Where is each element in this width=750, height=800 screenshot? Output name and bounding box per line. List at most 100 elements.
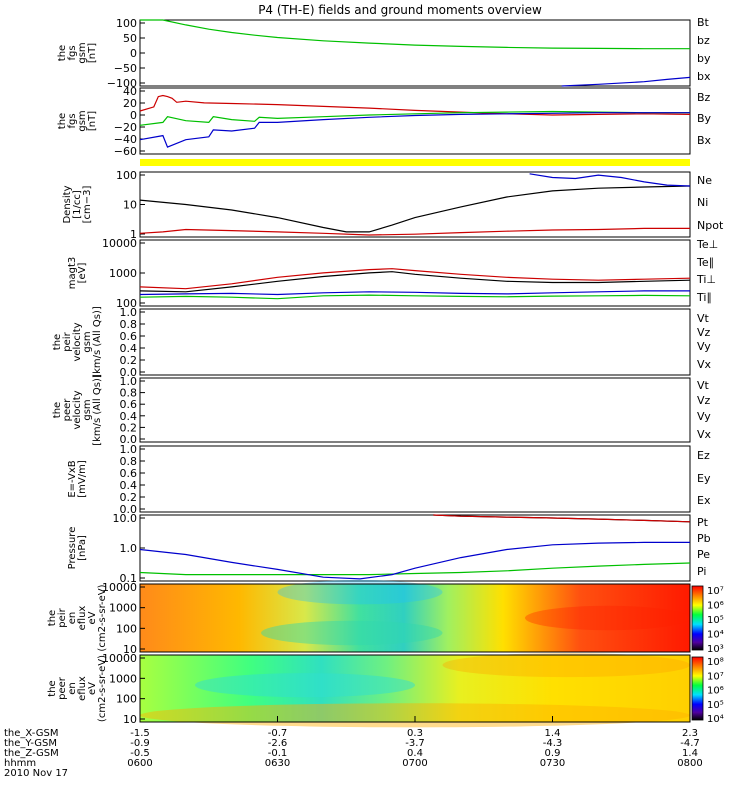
ytick-label: −50 <box>114 62 137 75</box>
ytick-label: 0.0 <box>120 433 138 446</box>
legend-entry: Vy <box>697 410 711 423</box>
colorbar-tick-label: 10⁴ <box>707 630 724 641</box>
legend-entry: Bt <box>697 16 710 29</box>
ytick-label: 10 <box>123 199 137 212</box>
ytick-label: 0 <box>130 47 137 60</box>
ylabel-line: [eV] <box>77 263 88 284</box>
ytick-label: 0.8 <box>120 455 138 468</box>
colorbar-tick-label: 10³ <box>707 644 724 655</box>
panel-p10: 10⁸ 10⁷ 10⁶ 10⁵ 10⁴ 10000 1000 100 10 thepeerenef… <box>47 652 724 728</box>
xaxis-value: -0.5 <box>130 748 150 759</box>
series-line-Bx <box>139 112 690 148</box>
ytick-label: 0.6 <box>120 467 138 480</box>
ylabel-line: en <box>67 612 78 625</box>
xaxis-value: -1.5 <box>130 728 150 739</box>
xaxis-value: -3.7 <box>405 738 425 749</box>
ylabel-line: the <box>47 680 58 696</box>
panel-frame <box>139 377 691 443</box>
series-line-Te∥ <box>139 271 691 293</box>
ylabel-line: the <box>52 402 63 418</box>
spectrogram-fill <box>140 584 690 652</box>
spectrogram-band <box>195 673 415 698</box>
ytick-label: 10 <box>123 713 137 726</box>
panel-frame <box>139 583 691 653</box>
legend-entry: Vt <box>697 379 710 392</box>
ylabel-line: peir <box>57 607 68 627</box>
panel-frame <box>139 171 691 238</box>
xaxis-row-label: the_X-GSM <box>4 728 58 739</box>
ylabel: thepeirvelocitygsm[km/s (All Qs)] <box>52 306 103 378</box>
ylabel-line: gsm <box>77 42 88 63</box>
ylabel-line: magt3 <box>67 257 78 290</box>
legend-entry: By <box>697 112 712 125</box>
flag-bar <box>140 159 690 166</box>
panel-p8: 10.0 1.0 0.1 Pressure[nPa] Pt Pb Pe Pi <box>67 512 711 585</box>
series-line-Pe <box>139 562 691 576</box>
legend-entry: Vz <box>697 394 711 407</box>
ylabel-line: en <box>67 682 78 695</box>
ytick-label: 1000 <box>109 267 137 280</box>
ytick-label: 0.0 <box>120 366 138 379</box>
ylabel-line: [1/cc] <box>72 190 83 219</box>
ylabel: thepeirenefluxeV(cm2-s-sr-eV) <box>47 584 108 651</box>
legend-entry: Bz <box>697 91 711 104</box>
xaxis-value: -0.7 <box>268 728 288 739</box>
ylabel-line: eflux <box>77 676 88 701</box>
xaxis-value: 1.4 <box>545 728 561 739</box>
ytick-label: 0.2 <box>120 421 138 434</box>
ylabel-line: (cm2-s-sr-eV) <box>97 584 108 651</box>
xaxis-value: -2.6 <box>268 738 288 749</box>
panel-p9: 10⁷ 10⁶ 10⁵ 10⁴ 10³ 10000 1000 100 10 thepeirenef… <box>47 579 724 656</box>
xaxis-value: -4.7 <box>680 738 700 749</box>
ylabel-line: eV <box>87 611 98 624</box>
ylabel-line: peer <box>57 676 68 700</box>
ylabel-line: the <box>47 610 58 626</box>
legend-entry: by <box>697 52 711 65</box>
xaxis-value: 1.4 <box>682 748 698 759</box>
ylabel: E=-VxB[mV/m] <box>67 460 88 498</box>
legend-entry: Vx <box>697 428 712 441</box>
xaxis-row-label: the_Y-GSM <box>4 738 57 749</box>
ytick-label: 0.4 <box>120 342 138 355</box>
colorbar-tick-label: 10⁷ <box>707 671 724 682</box>
xaxis-value: -0.9 <box>130 738 150 749</box>
ylabel-line: the <box>57 45 68 61</box>
series-line-Pb <box>433 514 691 523</box>
series-line-Npot <box>529 173 691 187</box>
spectrogram-band <box>442 652 690 678</box>
legend-entry: Ne <box>697 174 712 187</box>
ytick-label: 0.4 <box>120 410 138 423</box>
ytick-label: 10000 <box>102 652 137 665</box>
legend-entry: Pb <box>697 532 711 545</box>
ytick-label: 0 <box>130 109 137 122</box>
ytick-label: 0.2 <box>120 491 138 504</box>
series-line-Ti⊥ <box>139 290 690 296</box>
legend-entry: Ey <box>697 472 711 485</box>
ylabel-line: [km/s (All Qs)] <box>92 306 103 378</box>
legend-entry: Te⊥ <box>696 238 718 251</box>
ylabel-line: [nT] <box>87 43 98 63</box>
ytick-label: 0.6 <box>120 330 138 343</box>
ylabel-line: eflux <box>77 606 88 631</box>
legend-entry: Npot <box>697 219 724 232</box>
series-line-by <box>140 19 690 50</box>
xaxis-value: 2.3 <box>682 728 698 739</box>
xaxis-value: 0730 <box>540 758 565 769</box>
ylabel-line: fgs <box>67 113 78 128</box>
ytick-label: 100 <box>116 622 137 635</box>
ytick-label: 1 <box>130 228 137 241</box>
ytick-label: 100 <box>116 297 137 310</box>
series-line-Bz <box>139 94 691 116</box>
xaxis-row-label: hhmm <box>4 758 36 769</box>
ylabel-line: [nT] <box>87 111 98 131</box>
legend-entry: Pt <box>697 516 709 529</box>
xaxis-value: -0.1 <box>268 748 288 759</box>
xaxis-value: 0800 <box>677 758 702 769</box>
ytick-label: 0.8 <box>120 387 138 400</box>
colorbar-tick-label: 10⁶ <box>707 686 724 697</box>
spectrogram-band <box>525 605 690 631</box>
ylabel-line: velocity <box>72 322 83 361</box>
